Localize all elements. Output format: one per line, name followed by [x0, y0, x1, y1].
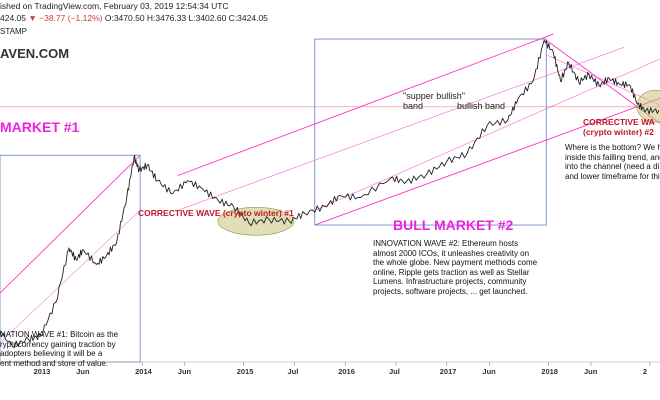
- x-tick-label: Jul: [389, 367, 400, 376]
- x-tick-label: 2015: [236, 367, 254, 376]
- innovation-wave-2-text: INNOVATION WAVE #2: Ethereum hosts almos…: [373, 239, 537, 297]
- price-change: ▼ −38.77 (−1.12%): [28, 13, 103, 23]
- innovation1-line: NATION WAVE #1: Bitcoin as the: [0, 330, 119, 339]
- innovation2-line: the whole globe. New payment methods com…: [373, 258, 538, 268]
- innovation-wave-1-text: NATION WAVE #1: Bitcoin as the ryptocurr…: [0, 330, 118, 368]
- corrective-wave-2-label: CORRECTIVE WA: [583, 117, 655, 127]
- x-tick-label: Jun: [76, 367, 90, 376]
- supper-bullish-label: "supper bullish": [403, 91, 465, 101]
- innovation2-line: projects, software projects, ... get lau…: [373, 286, 528, 296]
- channel-line-1: [0, 210, 141, 343]
- published-header: ished on TradingView.com, February 03, 2…: [0, 1, 229, 11]
- crypto-winter-1-ellipse: [217, 206, 295, 236]
- crypto-winter-2-ellipse: [636, 89, 660, 123]
- channel-line-4: [314, 58, 660, 211]
- corrective-wave-1-label: CORRECTIVE WAVE (crypto winter) #1: [138, 208, 294, 218]
- x-tick-label: 2: [642, 367, 648, 376]
- x-tick-label: 2013: [33, 367, 51, 376]
- ohlc-values: O:3470.50 H:3476.33 L:3402.60 C:3424.05: [104, 13, 268, 23]
- crypto-winter-2-label: (crypto winter) #2: [583, 127, 654, 137]
- last-price: 424.05: [0, 13, 26, 23]
- bottom-line: and lower timeframe for thi: [565, 171, 660, 181]
- innovation1-line: ryptocurrency gaining traction by: [0, 339, 116, 349]
- channel-line-5: [314, 97, 660, 226]
- x-tick-label: Jun: [583, 367, 598, 376]
- channel-line-3: [177, 46, 625, 211]
- channel-line-0: [0, 154, 141, 294]
- x-tick-label: 2017: [439, 367, 457, 376]
- x-tick-label: Jul: [287, 367, 299, 376]
- innovation2-line: online, Ripple gets traction as well as …: [373, 267, 530, 277]
- x-tick-label: Jun: [482, 367, 496, 376]
- channel-line-2: [177, 33, 554, 177]
- bear-market-1-label: MARKET #1: [0, 119, 80, 135]
- innovation2-line: Lumens. Infrastructure projects, communi…: [373, 277, 527, 287]
- ohlc-row: 424.05 ▼ −38.77 (−1.12%) O:3470.50 H:347…: [0, 13, 268, 23]
- price-series-line: [0, 39, 660, 349]
- bottom-line: Where is the bottom? We h: [565, 143, 660, 152]
- x-tick-label: Jun: [177, 367, 192, 376]
- bull-market-2-label: BULL MARKET #2: [393, 217, 514, 233]
- innovation2-line: INNOVATION WAVE #2: Ethereum hosts: [373, 239, 519, 248]
- innovation2-line: almost 2000 ICOs, it unleashes creativit…: [373, 248, 530, 258]
- supper-bullish-band-label: band: [403, 101, 424, 111]
- bottom-line: into the channel (need a di: [565, 162, 660, 172]
- x-tick-label: 2016: [338, 367, 355, 376]
- bullish-band-label: bullish band: [457, 101, 506, 111]
- stamp-label: STAMP: [0, 27, 27, 36]
- bull-market-2-box: [314, 38, 547, 226]
- bottom-line: inside this failling trend, and: [565, 152, 660, 162]
- watermark: AVEN.COM: [0, 46, 70, 61]
- x-tick-label: 2014: [135, 367, 152, 376]
- bottom-question-text: Where is the bottom? We h inside this fa…: [565, 143, 660, 181]
- x-tick-label: 2018: [541, 367, 558, 376]
- innovation1-line: ent method and store of value.: [0, 358, 109, 368]
- innovation1-line: adopters believing it will be a: [0, 349, 103, 359]
